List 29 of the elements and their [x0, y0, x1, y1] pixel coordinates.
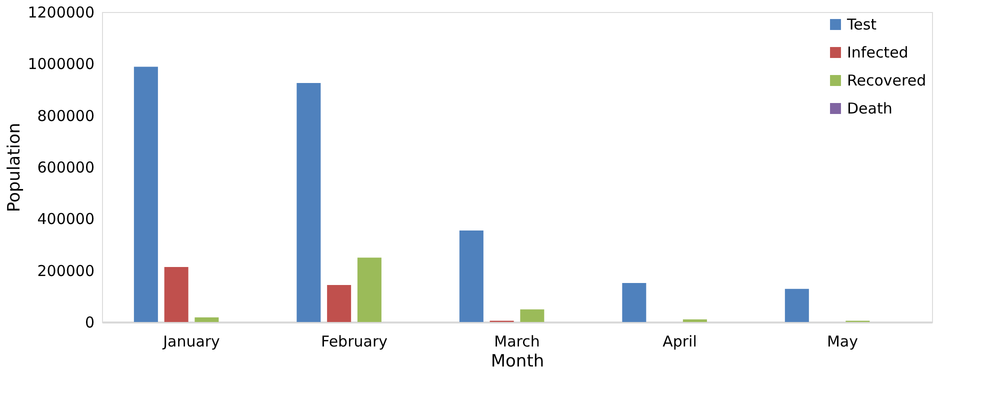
bar — [296, 83, 321, 322]
bar — [194, 317, 219, 322]
bar — [164, 266, 188, 322]
y-tick-label: 1000000 — [28, 55, 94, 74]
bar — [622, 282, 646, 322]
legend-label: Death — [847, 100, 892, 118]
y-tick-label: 1200000 — [28, 4, 94, 22]
y-tick-label: 600000 — [37, 158, 94, 176]
x-tick-label: January — [162, 332, 220, 350]
x-tick-label: February — [321, 332, 388, 350]
x-tick-label: March — [494, 332, 540, 350]
bar — [520, 309, 544, 322]
x-tick-label: May — [826, 332, 858, 350]
y-tick-label: 200000 — [37, 262, 94, 280]
bar — [459, 230, 484, 322]
legend-label: Test — [846, 16, 877, 34]
x-tick-label: April — [662, 332, 697, 350]
y-tick-label: 400000 — [37, 210, 94, 228]
bar — [357, 258, 382, 322]
y-tick-label: 0 — [84, 314, 94, 332]
legend-label: Recovered — [847, 72, 926, 90]
bar — [327, 285, 352, 322]
legend-label: Infected — [847, 44, 908, 62]
y-tick-label: 800000 — [37, 106, 94, 125]
bar — [134, 66, 158, 322]
y-axis-title: Population — [4, 122, 25, 212]
bar — [784, 288, 809, 322]
bar — [682, 319, 707, 322]
x-axis-title: Month — [490, 352, 544, 372]
